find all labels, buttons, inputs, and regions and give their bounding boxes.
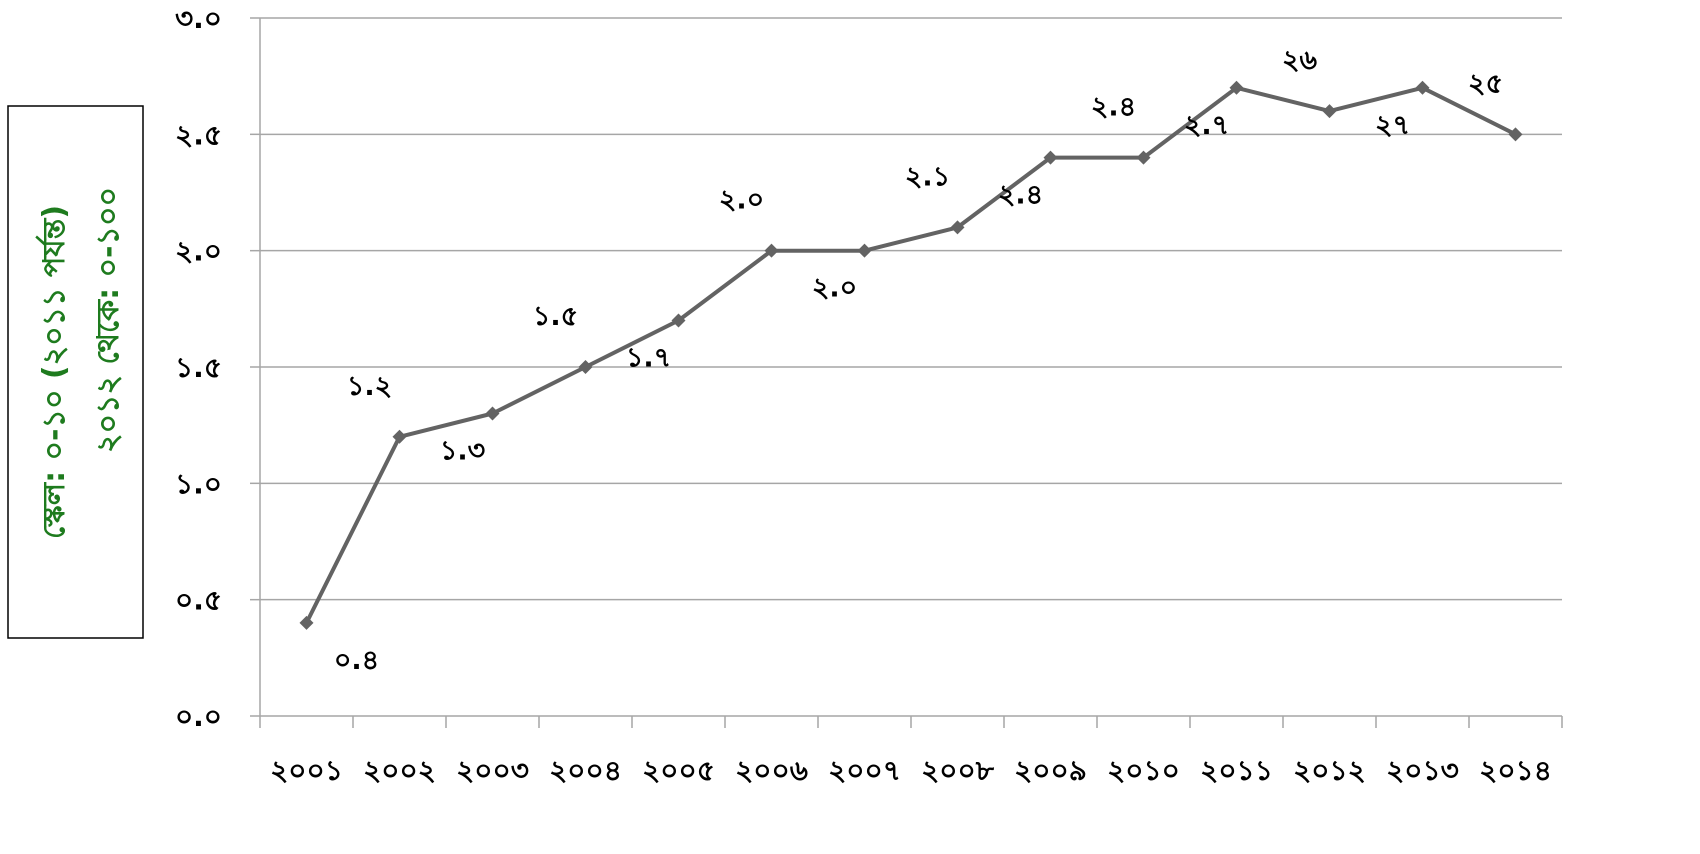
x-tick-label-10: ২০১১ [1200, 754, 1273, 787]
data-label-4: ১.৭ [626, 342, 671, 373]
data-label-3: ১.৫ [533, 301, 578, 332]
y-tick-label-2: ১.০ [175, 467, 222, 500]
data-label-0: ০.৪ [334, 645, 379, 676]
x-tick-label-6: ২০০৭ [828, 754, 901, 787]
data-point-9 [1136, 150, 1151, 165]
data-label-7: ২.১ [905, 161, 950, 192]
data-point-10 [1229, 80, 1244, 95]
data-point-5 [764, 243, 779, 258]
y-tick-labels: ০.০ ০.৫ ১.০ ১.৫ ২.০ ২.৫ ৩.০ [175, 2, 222, 733]
data-markers [299, 80, 1523, 630]
data-point-11 [1322, 104, 1337, 119]
data-label-5: ২.০ [719, 185, 764, 216]
y-tick-label-1: ০.৫ [175, 584, 222, 617]
data-label-10: ২.৭ [1184, 110, 1229, 141]
series-polyline [304, 85, 1517, 624]
y-axis-title-frame [7, 105, 144, 639]
data-label-1: ১.২ [347, 371, 392, 402]
data-label-8: ২.৪ [998, 180, 1043, 211]
x-tick-label-7: ২০০৮ [921, 754, 995, 787]
data-point-7 [950, 220, 965, 235]
y-tick-label-6: ৩.০ [175, 2, 222, 35]
x-tick-label-2: ২০০৩ [456, 754, 529, 787]
data-point-1 [392, 429, 407, 444]
x-tick-label-3: ২০০৪ [549, 754, 622, 787]
y-tick-label-0: ০.০ [175, 700, 222, 733]
x-tick-label-8: ২০০৯ [1014, 754, 1087, 787]
gridlines [260, 17, 1562, 601]
data-point-6 [857, 243, 872, 258]
x-tick-label-11: ২০১২ [1293, 754, 1366, 787]
data-label-6: ২.০ [812, 273, 857, 304]
data-label-9: ২.৪ [1091, 92, 1136, 123]
x-tick-labels: ২০০১ ২০০২ ২০০৩ ২০০৪ ২০০৫ ২০০৬ ২০০৭ ২০০৮ ২০০৯ ২০১০… [270, 754, 1552, 787]
data-point-2 [485, 406, 500, 421]
x-tick-label-5: ২০০৬ [735, 754, 808, 787]
axes [250, 17, 1563, 728]
series-line [304, 85, 1517, 624]
data-point-12 [1415, 80, 1430, 95]
data-point-3 [578, 360, 593, 374]
data-point-0 [299, 615, 314, 630]
y-axis-title-box: স্কেল: ০-১০ (২০১১ পর্যন্ত) ২০১২ থেকে: ০-… [7, 105, 144, 639]
x-tick-label-4: ২০০৫ [642, 754, 715, 787]
data-point-8 [1043, 150, 1058, 165]
data-labels: ০.৪ ১.২ ১.৩ ১.৫ ১.৭ ২.০ ২.০ ২.১ ২.৪ ২.৪ ২.৭ ২৬ ২৭ ২৫ [334, 45, 1503, 676]
data-point-13 [1508, 127, 1523, 142]
x-tick-label-1: ২০০২ [363, 754, 436, 787]
y-axis-title-line-1: স্কেল: ০-১০ (২০১১ পর্যন্ত) [35, 205, 72, 539]
y-axis-title-line-2: ২০১২ থেকে: ০-১০০ [91, 187, 126, 453]
x-tick-label-12: ২০১৩ [1386, 754, 1459, 787]
y-tick-label-5: ২.৫ [175, 118, 222, 151]
data-label-11: ২৬ [1282, 45, 1318, 76]
x-tick-label-0: ২০০১ [270, 754, 343, 787]
x-tick-label-9: ২০১০ [1107, 754, 1180, 787]
y-tick-label-3: ১.৫ [175, 351, 222, 384]
data-point-4 [671, 313, 686, 328]
data-label-12: ২৭ [1375, 110, 1410, 141]
x-tick-label-13: ২০১৪ [1479, 754, 1552, 787]
data-label-2: ১.৩ [440, 436, 485, 467]
data-label-13: ২৫ [1468, 68, 1503, 99]
y-tick-label-4: ২.০ [175, 235, 222, 268]
